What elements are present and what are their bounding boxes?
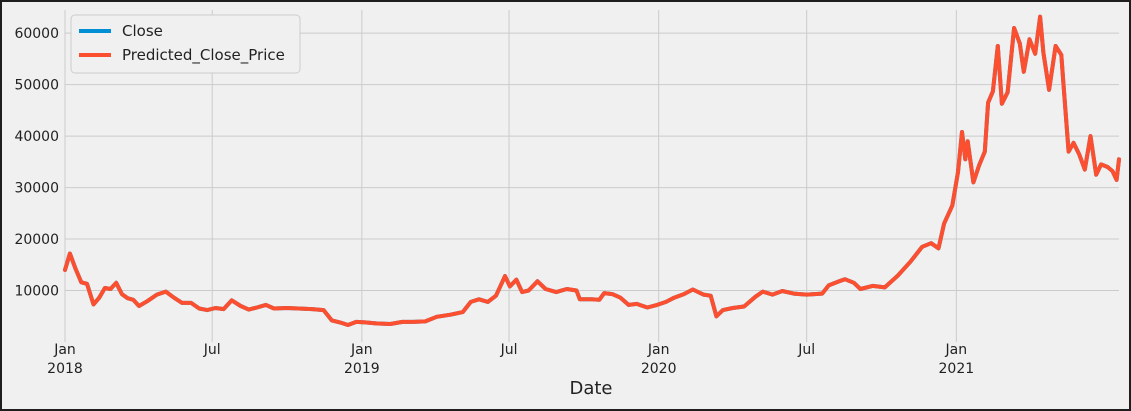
- x-tick-year-label: 2018: [47, 361, 83, 377]
- y-tick-label: 20000: [14, 232, 59, 248]
- legend-label-close: Close: [122, 22, 163, 40]
- y-tick-label: 50000: [14, 78, 59, 94]
- x-tick-label: Jul: [500, 342, 518, 358]
- x-tick-label: Jan: [945, 342, 968, 358]
- x-axis-label: Date: [569, 378, 612, 399]
- series-line-predicted-close-price: [63, 14, 1121, 327]
- y-tick-label: 40000: [14, 129, 59, 145]
- y-axis-ticks: 10000 20000 30000 40000 50000 60000: [14, 26, 59, 299]
- x-tick-year-label: 2020: [641, 361, 677, 377]
- x-tick-year-label: 2019: [344, 361, 380, 377]
- legend-label-predicted: Predicted_Close_Price: [122, 46, 285, 65]
- x-tick-label: Jan: [350, 342, 373, 358]
- x-axis-ticks: Jan 2018 Jul Jan 2019 Jul Jan 2020 Jul Jan 2021: [47, 342, 974, 377]
- y-tick-label: 30000: [14, 181, 59, 197]
- x-tick-year-label: 2021: [939, 361, 975, 377]
- y-tick-label: 60000: [14, 26, 59, 42]
- legend-box: [70, 14, 301, 74]
- x-tick-label: Jan: [647, 342, 670, 358]
- series-layer: [63, 14, 1121, 327]
- legend: Close Predicted_Close_Price: [70, 14, 301, 74]
- x-tick-label: Jul: [797, 342, 815, 358]
- y-tick-label: 10000: [14, 284, 59, 300]
- x-tick-label: Jan: [53, 342, 76, 358]
- x-tick-label: Jul: [203, 342, 221, 358]
